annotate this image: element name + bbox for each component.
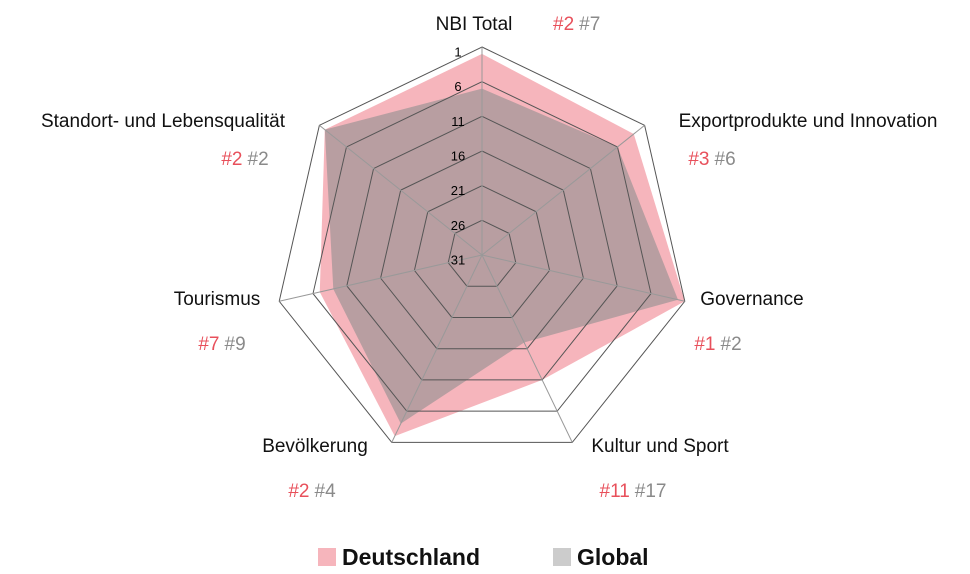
value-label: #7 (198, 334, 219, 355)
value-label: #3 (688, 149, 709, 170)
category-label: Bevölkerung (262, 436, 368, 457)
rank-label: #2 #4 (288, 481, 336, 502)
axis-spoke (391, 254, 483, 443)
value-label: #2 (248, 149, 269, 170)
series-area (324, 88, 679, 424)
r-tick-label: 31 (451, 252, 465, 267)
r-tick-label: 26 (451, 218, 465, 233)
category-label: Tourismus (174, 289, 261, 310)
axis-spoke (481, 124, 645, 256)
legend-label: Deutschland (342, 544, 480, 570)
value-label: #7 (579, 14, 600, 35)
value-label: #1 (694, 334, 715, 355)
axis-spoke (279, 254, 483, 302)
grid-ring (278, 46, 686, 443)
category-label: Exportprodukte und Innovation (679, 111, 938, 132)
legend-swatch (318, 548, 336, 566)
grid-ring (413, 185, 551, 318)
rank-label: #7 #9 (198, 334, 245, 355)
axis-spoke (319, 124, 483, 256)
value-label: #11 (600, 481, 630, 502)
rank-label: #2 #2 (221, 149, 268, 170)
r-tick-label: 1 (454, 44, 461, 59)
grid-ring (312, 81, 652, 412)
value-label: #4 (315, 481, 337, 502)
value-label: #9 (225, 334, 246, 355)
grid-ring (380, 150, 584, 350)
grid-ring (447, 219, 517, 287)
axis-spoke (481, 254, 573, 443)
category-label: Governance (700, 289, 804, 310)
r-tick-label: 16 (451, 148, 465, 163)
rank-label: #3 #6 (688, 149, 735, 170)
category-label: Kultur und Sport (591, 436, 729, 457)
rank-label: #2 #7 (553, 14, 600, 35)
value-label: #2 (221, 149, 242, 170)
legend-swatch (553, 548, 571, 566)
grid-ring (346, 115, 618, 381)
value-label: #6 (715, 149, 736, 170)
rank-label: #11 #17 (600, 481, 667, 502)
category-label: Standort- und Lebensqualität (41, 111, 286, 132)
r-tick-label: 11 (451, 114, 465, 129)
axis-spoke (481, 254, 685, 302)
legend-label: Global (577, 544, 649, 570)
category-label: NBI Total (436, 14, 513, 35)
rank-label: #1 #2 (694, 334, 741, 355)
value-label: #2 (553, 14, 574, 35)
value-label: #2 (288, 481, 309, 502)
value-label: #17 (635, 481, 667, 502)
value-label: #2 (721, 334, 742, 355)
r-tick-label: 6 (454, 79, 461, 94)
r-tick-label: 21 (451, 183, 465, 198)
